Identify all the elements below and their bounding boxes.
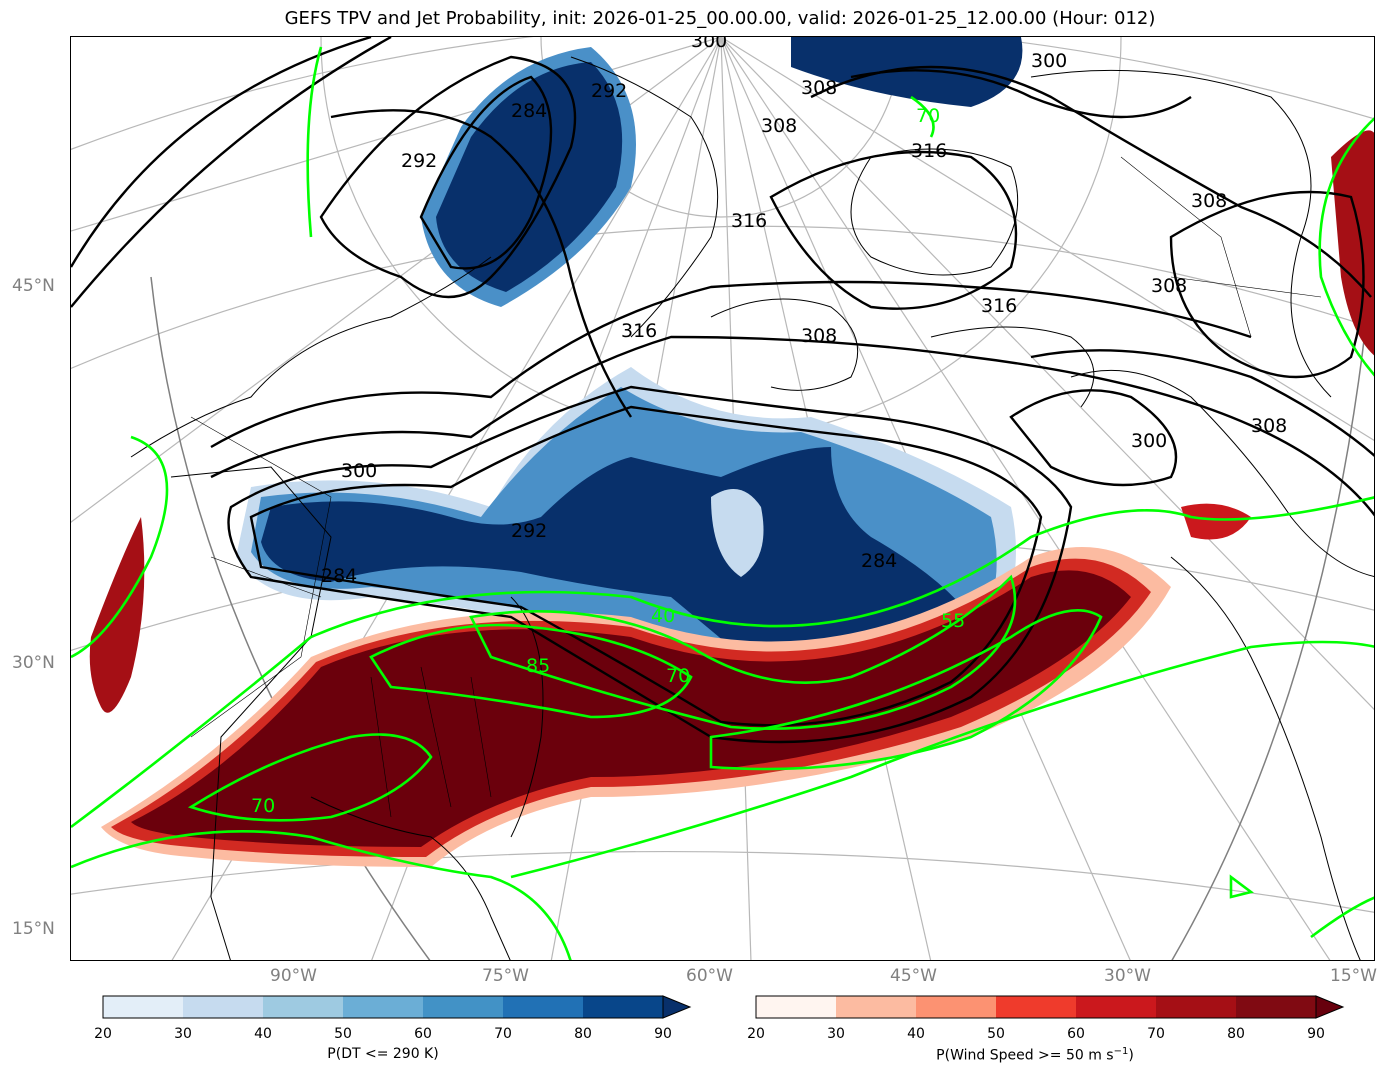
lon-label-30w: 30°W (1104, 966, 1151, 986)
lat-label-30n: 30°N (12, 653, 55, 673)
map-panel[interactable]: 300 308 316 292 284 292 316 308 300 308 … (70, 36, 1375, 961)
colorbar-tick-label: 60 (1067, 1026, 1085, 1042)
colorbar-swatch (1076, 996, 1157, 1018)
colorbar-extend-arrow (1315, 995, 1345, 1019)
lat-label-15n: 15°N (12, 919, 55, 939)
theta-label: 308 (801, 77, 837, 99)
colorbar-tick-label: 30 (827, 1026, 845, 1042)
theta-label: 308 (1151, 275, 1187, 297)
theta-label: 308 (1251, 415, 1287, 437)
colorbar-tick-label: 50 (987, 1026, 1005, 1042)
colorbar-swatch (756, 996, 837, 1018)
lon-label-90w: 90°W (270, 966, 317, 986)
colorbar-swatch (916, 996, 997, 1018)
jet-probability-fill (89, 130, 1374, 867)
colorbar-tick-label: 60 (414, 1026, 432, 1042)
theta-label: 316 (911, 140, 947, 162)
theta-label: 316 (731, 210, 767, 232)
theta-label: 284 (321, 565, 357, 587)
jet-contours (71, 46, 1374, 960)
theta-label: 300 (1131, 430, 1167, 452)
theta-label: 292 (401, 150, 437, 172)
map-canvas: 300 308 316 292 284 292 316 308 300 308 … (71, 37, 1374, 960)
theta-label: 292 (511, 520, 547, 542)
colorbar-tpv (102, 995, 692, 1019)
jet-label: 70 (666, 665, 690, 687)
theta-label: 284 (511, 100, 547, 122)
colorbar-jet-label-end: ) (1128, 1047, 1134, 1064)
jet-label: 40 (651, 605, 675, 627)
colorbar-tick-label: 80 (574, 1026, 592, 1042)
theta-contour-labels: 300 308 316 292 284 292 316 308 300 308 … (321, 37, 1287, 587)
colorbar-tick-label: 90 (1307, 1026, 1325, 1042)
theta-contours (71, 37, 1374, 744)
colorbar-frame (102, 995, 664, 1019)
colorbar-swatch (343, 996, 424, 1018)
lon-label-45w: 45°W (890, 966, 937, 986)
colorbar-swatch (996, 996, 1077, 1018)
theta-label: 284 (861, 550, 897, 572)
colorbar-jet-swatches (755, 995, 1345, 1019)
colorbar-tick-label: 50 (334, 1026, 352, 1042)
theta-label: 316 (981, 295, 1017, 317)
jet-label: 55 (941, 610, 965, 632)
lon-label-15w: 15°W (1330, 966, 1377, 986)
theta-label: 292 (591, 80, 627, 102)
theta-label: 300 (341, 460, 377, 482)
colorbar-swatch (183, 996, 264, 1018)
colorbar-tick-label: 90 (654, 1026, 672, 1042)
tpv-probability-fill (236, 37, 1023, 719)
colorbar-tick-label: 70 (1147, 1026, 1165, 1042)
colorbar-tpv-label: P(DT <= 290 K) (327, 1046, 439, 1062)
colorbar-tick-label: 20 (747, 1026, 765, 1042)
colorbar-frame (755, 995, 1317, 1019)
map-boundary-arc-left (150, 276, 431, 960)
colorbar-tick-label: 70 (494, 1026, 512, 1042)
theta-label: 300 (1031, 50, 1067, 72)
colorbar-tick-label: 40 (254, 1026, 272, 1042)
jet-contour-labels: 40 70 85 70 55 70 (251, 105, 965, 817)
colorbar-tick-label: 30 (174, 1026, 192, 1042)
colorbar-jet-label-sup: −1 (1113, 1046, 1129, 1057)
jet-label: 70 (251, 795, 275, 817)
map-boundary-arc-right (1171, 276, 1372, 960)
theta-label: 308 (761, 115, 797, 137)
figure-title: GEFS TPV and Jet Probability, init: 2026… (284, 8, 1156, 29)
theta-label: 300 (691, 37, 727, 52)
colorbar-tick-label: 20 (94, 1026, 112, 1042)
colorbar-swatch (263, 996, 344, 1018)
lon-label-60w: 60°W (686, 966, 733, 986)
colorbar-swatch (1156, 996, 1237, 1018)
colorbar-swatch (423, 996, 504, 1018)
colorbar-swatch (583, 996, 664, 1018)
colorbar-tick-label: 40 (907, 1026, 925, 1042)
colorbar-swatch (836, 996, 917, 1018)
colorbar-extend-arrow (662, 995, 692, 1019)
colorbar-jet-label: P(Wind Speed >= 50 m s−1) (936, 1046, 1134, 1064)
lon-label-75w: 75°W (482, 966, 529, 986)
colorbar-jet-label-main: P(Wind Speed >= 50 m s (936, 1047, 1114, 1064)
colorbar-swatch (1236, 996, 1317, 1018)
colorbar-tpv-swatches (102, 995, 692, 1019)
colorbar-tick-label: 80 (1227, 1026, 1245, 1042)
colorbar-swatch (103, 996, 184, 1018)
jet-label: 85 (526, 655, 550, 677)
colorbar-swatch (503, 996, 584, 1018)
lat-label-45n: 45°N (12, 276, 55, 296)
theta-label: 316 (621, 320, 657, 342)
jet-label: 70 (916, 105, 940, 127)
theta-label: 308 (801, 325, 837, 347)
colorbar-jet (755, 995, 1345, 1019)
theta-label: 308 (1191, 190, 1227, 212)
